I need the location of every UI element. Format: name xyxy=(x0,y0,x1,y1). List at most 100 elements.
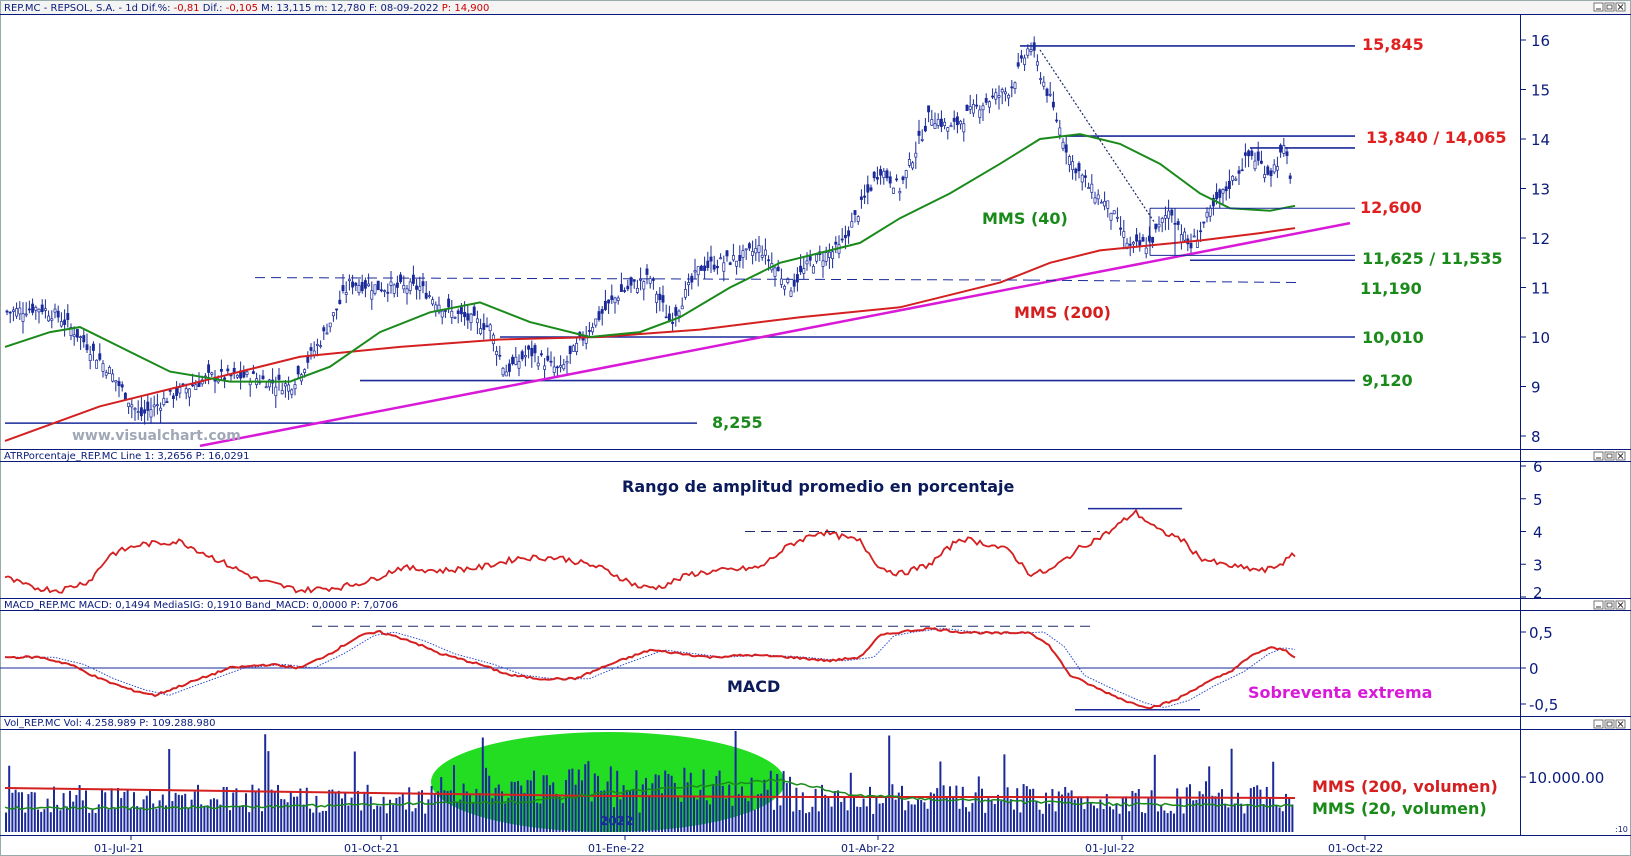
price-candle xyxy=(53,308,57,313)
price-candle xyxy=(1208,207,1212,217)
price-candle xyxy=(165,401,169,403)
price-candle xyxy=(1090,183,1094,193)
price-candle xyxy=(693,270,697,273)
price-candle xyxy=(1224,186,1228,192)
price-candle xyxy=(40,304,44,312)
price-candle xyxy=(1234,178,1238,181)
price-candle xyxy=(1112,210,1116,215)
atr-y-label: 3 xyxy=(1533,556,1543,574)
price-candle xyxy=(1138,240,1142,246)
price-candle xyxy=(424,292,428,299)
price-header: REP.MC - REPSOL, S.A. - 1d Dif.%: -0,81 … xyxy=(1,1,1630,14)
price-candle xyxy=(133,408,137,411)
price-candle xyxy=(680,305,684,310)
price-candle xyxy=(450,310,454,318)
price-candle xyxy=(703,265,707,271)
macd-header: MACD_REP.MC MACD: 0,1494 MediaSIG: 0,191… xyxy=(4,600,398,611)
price-candle xyxy=(1013,82,1017,90)
level-label: 15,845 xyxy=(1362,35,1424,54)
price-candle xyxy=(31,303,35,313)
volume-header: Vol_REP.MC Vol: 4.258.989 P: 109.288.980 xyxy=(4,718,215,729)
price-candle xyxy=(1051,101,1055,108)
price-candle xyxy=(968,106,972,110)
x-label: 01-Ene-22 xyxy=(588,842,645,855)
price-candle xyxy=(56,310,60,318)
price-candle xyxy=(760,254,764,258)
minimize-button[interactable] xyxy=(1593,451,1604,461)
price-candle xyxy=(754,248,758,254)
minimize-button[interactable] xyxy=(1593,2,1604,12)
price-y-label: 15 xyxy=(1531,82,1550,100)
price-candle xyxy=(869,187,873,191)
price-candle xyxy=(469,313,473,324)
price-candle xyxy=(1061,141,1065,149)
price-candle xyxy=(955,116,959,126)
price-candle xyxy=(789,290,793,297)
price-candle xyxy=(290,389,294,395)
price-candle xyxy=(607,299,611,304)
price-candle xyxy=(1080,174,1084,183)
price-candle xyxy=(728,262,732,265)
price-candle xyxy=(360,282,364,292)
downtrend-line xyxy=(1039,49,1156,224)
price-candle xyxy=(111,373,115,382)
price-candle xyxy=(155,404,159,407)
price-candle xyxy=(843,234,847,239)
price-candle xyxy=(24,313,28,316)
price-candle xyxy=(1087,187,1091,189)
price-candle xyxy=(923,125,927,132)
maximize-button[interactable] xyxy=(1604,719,1615,729)
price-candle xyxy=(338,299,342,304)
price-candle xyxy=(261,375,265,380)
price-y-label: 9 xyxy=(1531,379,1541,397)
price-candle xyxy=(856,216,860,222)
price-candle xyxy=(821,260,825,267)
price-candle xyxy=(296,365,300,375)
price-candle xyxy=(1154,223,1158,230)
price-candle xyxy=(1103,200,1107,207)
price-candle xyxy=(571,345,575,352)
price-candle xyxy=(523,355,527,358)
price-candle xyxy=(1064,144,1068,153)
price-candle xyxy=(47,315,51,322)
price-candle xyxy=(1045,88,1049,96)
price-candle xyxy=(632,279,636,282)
price-candle xyxy=(114,380,118,383)
price-candle xyxy=(235,374,239,378)
price-candle xyxy=(43,308,47,311)
atr-y-label: 2 xyxy=(1533,584,1543,602)
price-candle xyxy=(421,281,425,287)
price-candle xyxy=(706,260,710,268)
maximize-button[interactable] xyxy=(1604,451,1615,461)
price-candle xyxy=(533,345,537,354)
price-candle xyxy=(779,278,783,285)
price-candle xyxy=(1218,189,1222,198)
price-candle xyxy=(95,359,99,369)
price-candle xyxy=(1237,170,1241,174)
maximize-button[interactable] xyxy=(1604,2,1615,12)
minimize-button[interactable] xyxy=(1593,600,1604,610)
price-levels: 15,845 13,840 / 14,065 12,600 11,625 / 11,5… xyxy=(5,35,1506,432)
price-candle xyxy=(175,388,179,396)
price-candle xyxy=(1151,237,1155,243)
price-candle xyxy=(767,259,771,262)
price-candle xyxy=(168,390,172,392)
price-candle xyxy=(1093,197,1097,204)
price-candle xyxy=(1122,231,1126,238)
price-candle xyxy=(1007,94,1011,99)
price-candle xyxy=(50,318,54,321)
price-candle xyxy=(927,105,931,113)
price-candle xyxy=(725,250,729,257)
price-candle xyxy=(1256,151,1260,161)
atr-y-label: 6 xyxy=(1533,458,1543,476)
price-candle xyxy=(226,368,230,372)
price-candle xyxy=(1083,175,1087,178)
price-candle xyxy=(1055,119,1059,122)
price-candle xyxy=(1000,89,1004,93)
level-label: 11,625 / 11,535 xyxy=(1362,249,1502,268)
price-candle xyxy=(866,184,870,193)
minimize-button[interactable] xyxy=(1593,719,1604,729)
maximize-button[interactable] xyxy=(1604,600,1615,610)
price-candle xyxy=(546,355,550,361)
price-candle xyxy=(504,371,508,377)
